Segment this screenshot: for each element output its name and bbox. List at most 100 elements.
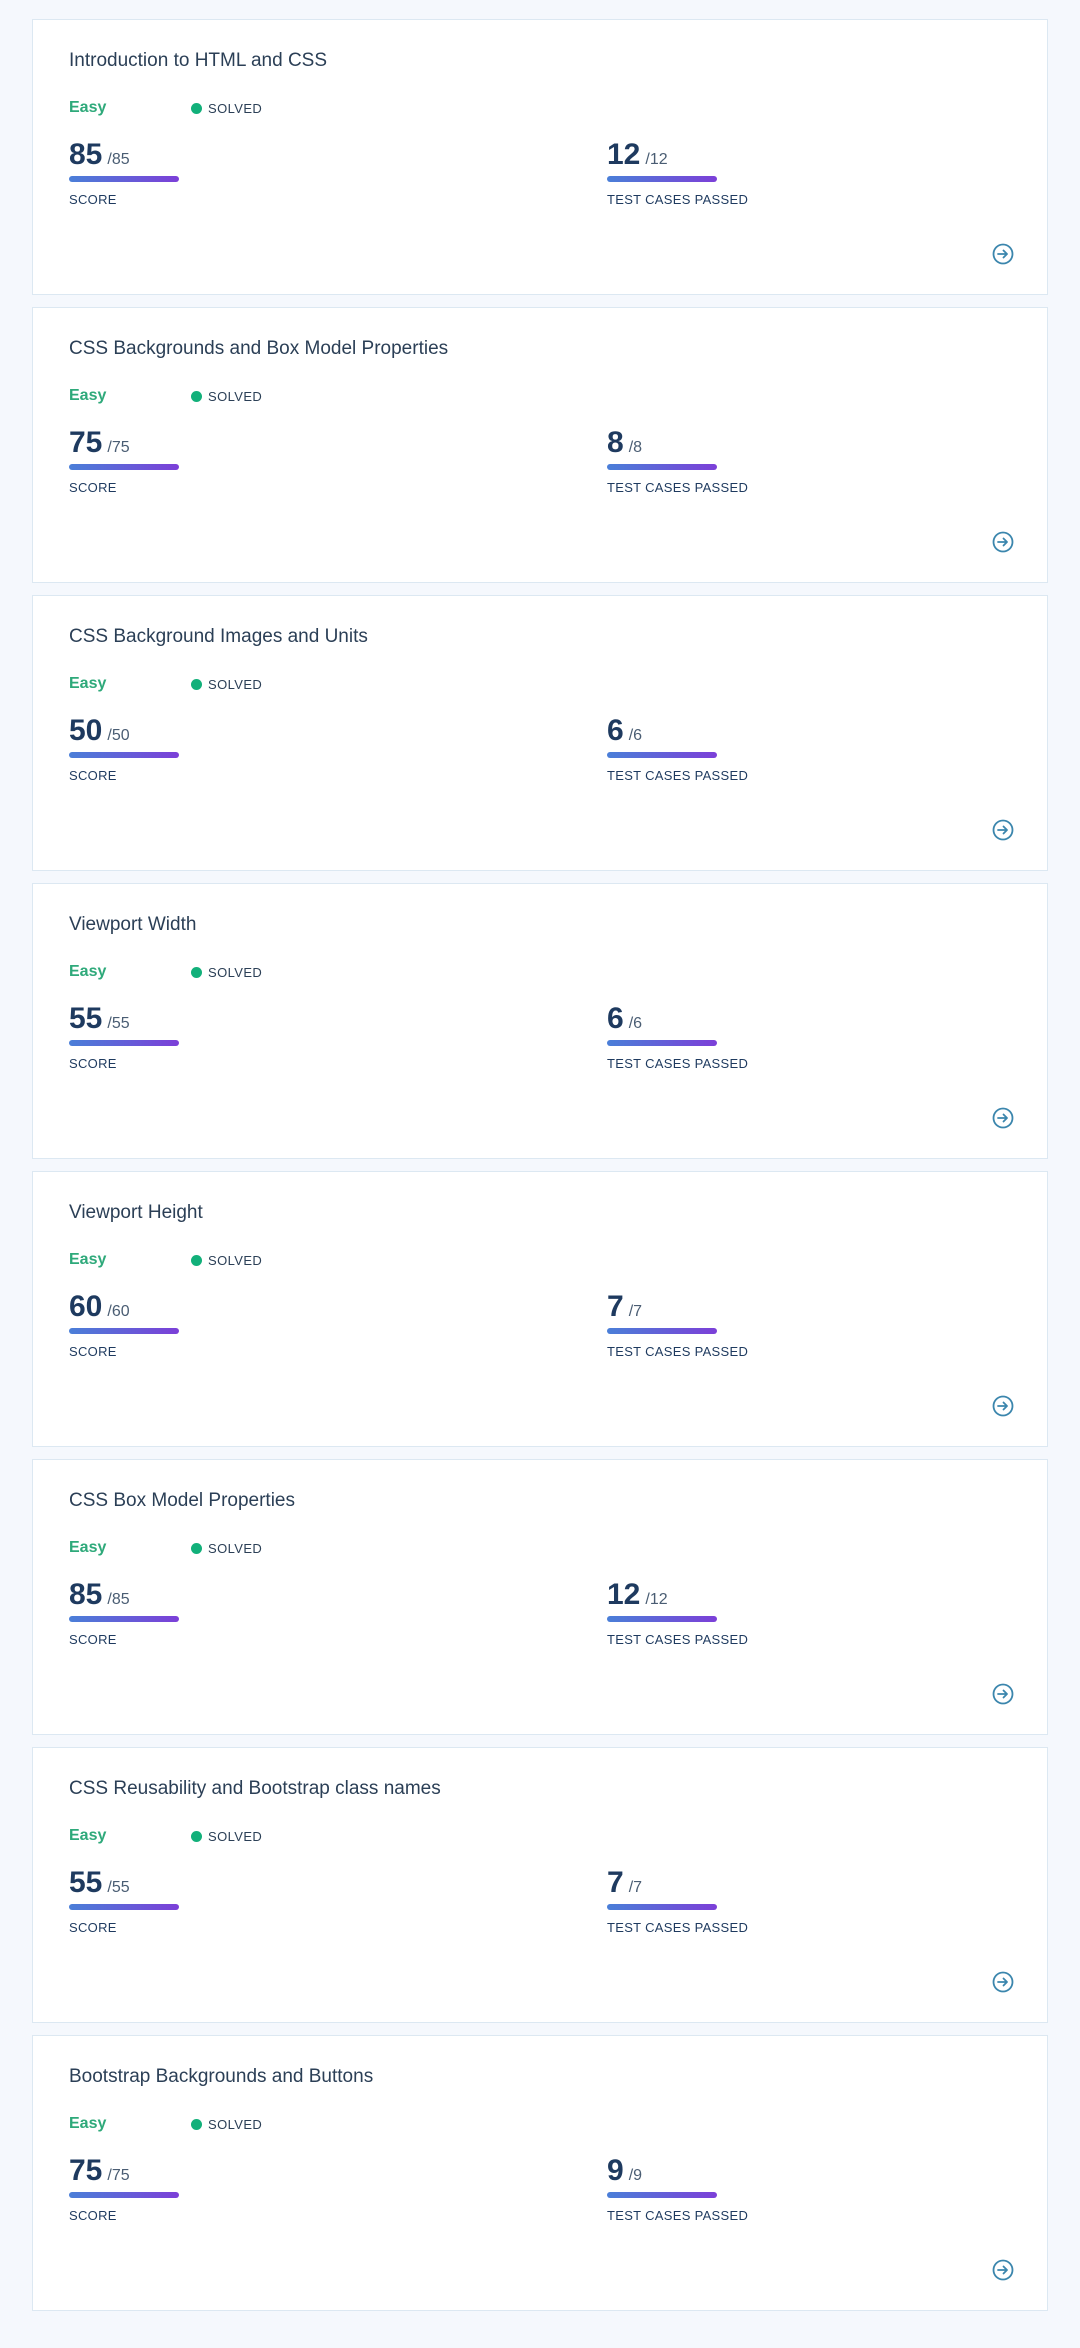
status-badge: SOLVED [191, 101, 262, 116]
problem-title: CSS Background Images and Units [69, 626, 368, 647]
tests-max: /8 [628, 439, 643, 456]
score-metric: 55 /55 SCORE [69, 1866, 179, 1935]
problem-card[interactable]: CSS Background Images and Units Easy SOL… [32, 595, 1048, 871]
tests-progress-bar [607, 176, 717, 182]
problem-title: CSS Reusability and Bootstrap class name… [69, 1778, 441, 1799]
score-label: SCORE [69, 1056, 117, 1071]
status-text: SOLVED [208, 1829, 263, 1844]
open-problem-button[interactable] [991, 2258, 1015, 2282]
problem-card[interactable]: Viewport Width Easy SOLVED 55 /55 SCORE … [32, 883, 1048, 1159]
tests-label: TEST CASES PASSED [607, 1920, 749, 1935]
solved-dot-icon [191, 1255, 202, 1266]
tests-label: TEST CASES PASSED [607, 192, 749, 207]
tests-value: 6 [607, 714, 624, 747]
problem-title: Viewport Height [69, 1202, 203, 1223]
tests-value: 12 [607, 1578, 641, 1611]
arrow-right-circle-icon [992, 1395, 1014, 1417]
status-text: SOLVED [208, 965, 263, 980]
arrow-right-circle-icon [992, 1107, 1014, 1129]
tests-label: TEST CASES PASSED [607, 1632, 749, 1647]
score-metric: 50 /50 SCORE [69, 714, 179, 783]
score-value: 75 [69, 426, 103, 459]
score-progress-bar [69, 2192, 179, 2198]
score-label: SCORE [69, 1344, 117, 1359]
score-metric: 75 /75 SCORE [69, 2154, 179, 2223]
status-badge: SOLVED [191, 2117, 262, 2132]
tests-progress-bar [607, 1904, 717, 1910]
arrow-right-circle-icon [992, 2259, 1014, 2281]
problem-title: Introduction to HTML and CSS [69, 50, 328, 71]
status-text: SOLVED [208, 677, 263, 692]
difficulty-label: Easy [69, 675, 107, 692]
tests-metric: 8 /8 TEST CASES PASSED [607, 426, 748, 495]
status-badge: SOLVED [191, 1541, 262, 1556]
score-value: 55 [69, 1002, 103, 1035]
score-label: SCORE [69, 1920, 117, 1935]
tests-max: /12 [645, 1591, 668, 1608]
tests-progress-bar [607, 1040, 717, 1046]
open-problem-button[interactable] [991, 1106, 1015, 1130]
score-progress-bar [69, 1616, 179, 1622]
score-max: /85 [107, 1591, 130, 1608]
score-label: SCORE [69, 1632, 117, 1647]
problem-card[interactable]: CSS Box Model Properties Easy SOLVED 85 … [32, 1459, 1048, 1735]
problem-card[interactable]: Bootstrap Backgrounds and Buttons Easy S… [32, 2035, 1048, 2311]
tests-value: 7 [607, 1290, 624, 1323]
score-metric: 85 /85 SCORE [69, 1578, 179, 1647]
problem-card[interactable]: Introduction to HTML and CSS Easy SOLVED… [32, 19, 1048, 295]
open-problem-button[interactable] [991, 1394, 1015, 1418]
tests-max: /6 [628, 1015, 643, 1032]
tests-metric: 12 /12 TEST CASES PASSED [607, 1578, 748, 1647]
tests-max: /7 [628, 1303, 643, 1320]
problem-title: CSS Backgrounds and Box Model Properties [69, 338, 449, 359]
tests-metric: 9 /9 TEST CASES PASSED [607, 2154, 748, 2223]
tests-metric: 6 /6 TEST CASES PASSED [607, 714, 748, 783]
score-label: SCORE [69, 480, 117, 495]
arrow-right-circle-icon [992, 531, 1014, 553]
tests-metric: 6 /6 TEST CASES PASSED [607, 1002, 748, 1071]
score-value: 60 [69, 1290, 103, 1323]
problem-title: Viewport Width [69, 914, 197, 935]
status-text: SOLVED [208, 1541, 263, 1556]
difficulty-label: Easy [69, 1827, 107, 1844]
tests-metric: 12 /12 TEST CASES PASSED [607, 138, 748, 207]
open-problem-button[interactable] [991, 1682, 1015, 1706]
score-value: 85 [69, 138, 103, 171]
status-badge: SOLVED [191, 965, 262, 980]
tests-label: TEST CASES PASSED [607, 768, 749, 783]
score-max: /55 [107, 1015, 130, 1032]
tests-progress-bar [607, 1328, 717, 1334]
status-badge: SOLVED [191, 1829, 262, 1844]
solved-dot-icon [191, 679, 202, 690]
score-progress-bar [69, 752, 179, 758]
open-problem-button[interactable] [991, 242, 1015, 266]
status-text: SOLVED [208, 1253, 263, 1268]
solved-dot-icon [191, 1543, 202, 1554]
status-badge: SOLVED [191, 389, 262, 404]
score-progress-bar [69, 176, 179, 182]
arrow-right-circle-icon [992, 819, 1014, 841]
score-max: /50 [107, 727, 130, 744]
score-max: /85 [107, 151, 130, 168]
tests-value: 9 [607, 2154, 624, 2187]
tests-metric: 7 /7 TEST CASES PASSED [607, 1290, 748, 1359]
status-badge: SOLVED [191, 677, 262, 692]
tests-value: 6 [607, 1002, 624, 1035]
score-progress-bar [69, 1328, 179, 1334]
open-problem-button[interactable] [991, 1970, 1015, 1994]
problem-title: Bootstrap Backgrounds and Buttons [69, 2066, 374, 2087]
solved-dot-icon [191, 2119, 202, 2130]
open-problem-button[interactable] [991, 530, 1015, 554]
tests-value: 12 [607, 138, 641, 171]
solved-dot-icon [191, 103, 202, 114]
score-metric: 85 /85 SCORE [69, 138, 179, 207]
tests-max: /6 [628, 727, 643, 744]
problem-card[interactable]: CSS Reusability and Bootstrap class name… [32, 1747, 1048, 2023]
tests-label: TEST CASES PASSED [607, 1344, 749, 1359]
score-value: 55 [69, 1866, 103, 1899]
score-progress-bar [69, 464, 179, 470]
open-problem-button[interactable] [991, 818, 1015, 842]
problem-card[interactable]: Viewport Height Easy SOLVED 60 /60 SCORE… [32, 1171, 1048, 1447]
difficulty-label: Easy [69, 1539, 107, 1556]
problem-card[interactable]: CSS Backgrounds and Box Model Properties… [32, 307, 1048, 583]
